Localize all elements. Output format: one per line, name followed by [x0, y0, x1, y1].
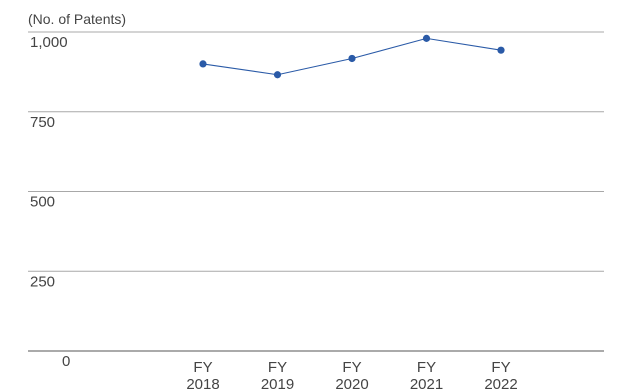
data-point — [273, 71, 282, 79]
y-tick-label: 0 — [62, 353, 70, 370]
x-tick-line: 2021 — [410, 376, 443, 392]
x-tick-line: FY — [268, 359, 287, 376]
y-tick-label: 750 — [30, 114, 55, 131]
y-tick-label: 250 — [30, 273, 55, 290]
x-tick-line: FY — [491, 359, 510, 376]
data-point — [422, 34, 431, 42]
y-tick-labels: 0 250 500 750 1,000 — [30, 34, 70, 370]
x-tick-line: FY — [193, 359, 212, 376]
data-point — [497, 46, 505, 54]
x-tick-label: FY 2022 — [484, 359, 517, 392]
x-tick-line: FY — [342, 359, 361, 376]
x-tick-line: FY — [417, 359, 436, 376]
gridlines — [28, 31, 604, 352]
x-tick-line: 2020 — [335, 376, 368, 392]
x-tick-line: 2018 — [186, 376, 219, 392]
data-point — [348, 54, 356, 63]
data-point — [199, 60, 207, 68]
x-tick-label: FY 2021 — [410, 359, 443, 392]
series-group — [199, 34, 505, 79]
y-tick-label: 500 — [30, 194, 55, 211]
x-tick-line: 2019 — [261, 376, 294, 392]
x-tick-label: FY 2018 — [186, 359, 219, 392]
x-tick-line: 2022 — [484, 376, 517, 392]
x-tick-label: FY 2019 — [261, 359, 294, 392]
y-axis-label: (No. of Patents) — [28, 11, 126, 27]
y-tick-label: 1,000 — [30, 34, 68, 51]
x-tick-label: FY 2020 — [335, 359, 368, 392]
